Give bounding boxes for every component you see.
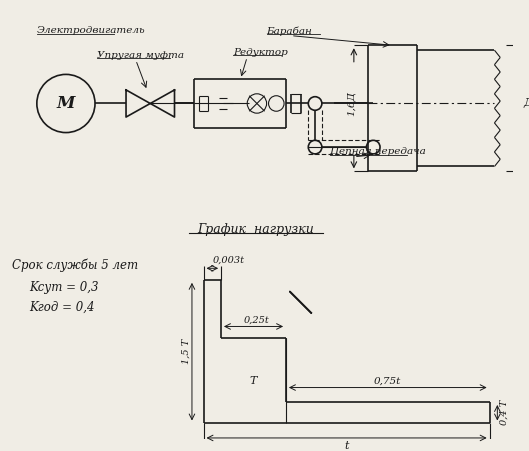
- Text: Цепная передача: Цепная передача: [330, 147, 425, 156]
- Text: T: T: [250, 376, 257, 386]
- Text: 0,75t: 0,75t: [373, 376, 400, 385]
- Text: M: M: [57, 95, 75, 112]
- Text: Д: Д: [524, 98, 529, 109]
- Text: Срок службы 5 лет: Срок службы 5 лет: [12, 258, 138, 272]
- Text: Kсут = 0,3: Kсут = 0,3: [29, 281, 98, 294]
- Text: 1,5 T: 1,5 T: [181, 339, 190, 364]
- Text: Барабан: Барабан: [267, 26, 313, 36]
- Text: Упругая муфта: Упругая муфта: [97, 51, 184, 60]
- Text: Электродвигатель: Электродвигатель: [37, 26, 145, 35]
- Text: t: t: [344, 441, 349, 451]
- Text: 0,25t: 0,25t: [244, 315, 270, 324]
- Text: 0,4 T: 0,4 T: [499, 400, 508, 425]
- Text: 1,6Д: 1,6Д: [346, 91, 355, 116]
- Text: 0,003t: 0,003t: [212, 256, 244, 265]
- Text: Kгод = 0,4: Kгод = 0,4: [29, 300, 95, 313]
- Text: График  нагрузки: График нагрузки: [197, 223, 314, 236]
- Text: Редуктор: Редуктор: [233, 48, 287, 57]
